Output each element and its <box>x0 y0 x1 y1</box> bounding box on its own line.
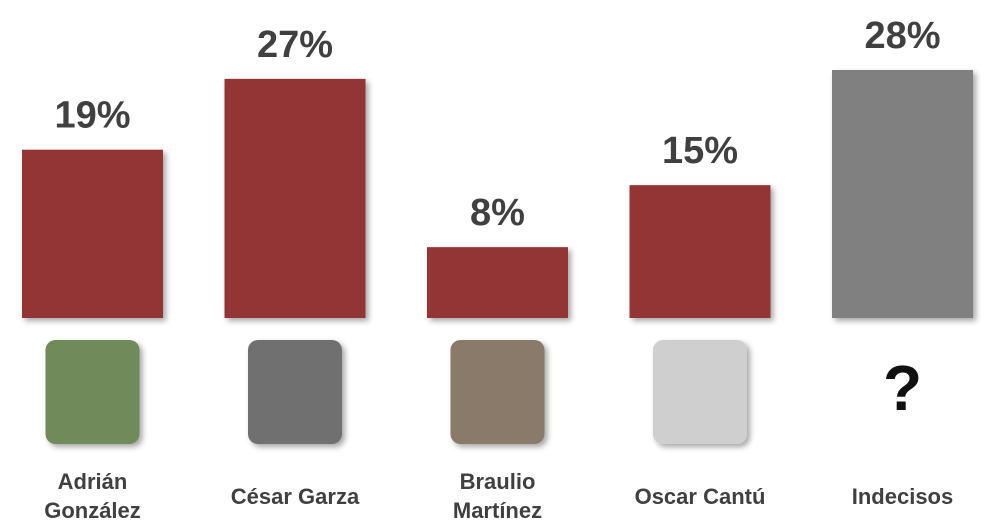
bar <box>832 70 973 318</box>
candidate-photo <box>248 340 342 444</box>
candidate-photo <box>450 340 545 444</box>
value-label: 8% <box>470 192 525 234</box>
value-label: 28% <box>864 15 940 57</box>
value-label: 19% <box>54 95 130 137</box>
candidate-photo <box>45 340 140 444</box>
candidate-photo <box>653 340 747 444</box>
category-label: Oscar Cantú <box>634 483 766 509</box>
value-label: 27% <box>257 24 333 66</box>
value-label: 15% <box>662 130 738 172</box>
bar <box>22 149 163 318</box>
category-label: César Garza <box>230 483 360 509</box>
bar <box>427 247 568 318</box>
category-label: Adrián González <box>44 469 141 523</box>
category-label: Indecisos <box>851 483 954 509</box>
bar <box>629 185 771 318</box>
bar <box>224 78 366 318</box>
question-mark: ? <box>883 352 922 424</box>
category-label: Braulio Martínez <box>452 469 543 523</box>
